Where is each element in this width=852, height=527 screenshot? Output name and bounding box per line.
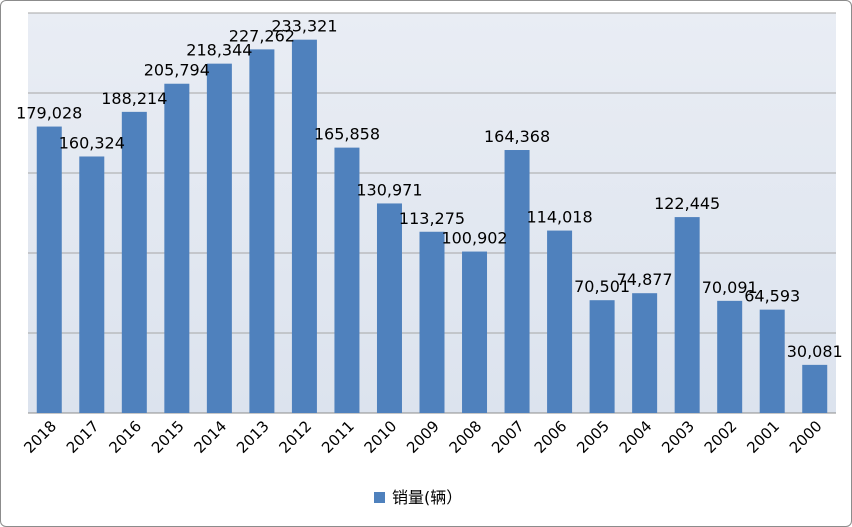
x-tick-label-2007: 2007 — [488, 417, 528, 457]
data-label-2017: 160,324 — [59, 133, 125, 152]
legend-swatch — [374, 492, 385, 503]
data-label-2005: 70,501 — [574, 277, 630, 296]
bar-2007 — [504, 150, 530, 413]
x-tick-label-2013: 2013 — [233, 417, 273, 457]
data-label-2010: 130,971 — [356, 180, 422, 199]
bar-2003 — [674, 217, 700, 413]
x-tick-label-2011: 2011 — [318, 417, 358, 457]
bar-2015 — [164, 83, 190, 413]
data-label-2007: 164,368 — [484, 127, 550, 146]
x-tick-label-2004: 2004 — [616, 417, 656, 457]
bar-2006 — [547, 230, 573, 413]
bar-2018 — [36, 126, 62, 413]
data-label-2002: 70,091 — [702, 278, 758, 297]
x-tick-label-2000: 2000 — [786, 417, 826, 457]
x-tick-label-2005: 2005 — [573, 417, 613, 457]
x-tick-label-2012: 2012 — [276, 417, 316, 457]
x-tick-label-2018: 2018 — [20, 417, 60, 457]
x-tick-label-2015: 2015 — [148, 417, 188, 457]
data-label-2018: 179,028 — [16, 104, 82, 123]
data-label-2000: 30,081 — [787, 342, 843, 361]
bar-2016 — [121, 111, 147, 413]
data-label-2016: 188,214 — [101, 89, 167, 108]
x-tick-labels-group: 2018 2017 2016 2015 2014 2013 2012 2011 2010 2009… — [20, 417, 825, 457]
x-tick-label-2016: 2016 — [105, 417, 145, 457]
x-tick-label-2010: 2010 — [361, 417, 401, 457]
data-label-2006: 114,018 — [526, 208, 592, 227]
legend-label: 销量(辆） — [392, 488, 462, 507]
data-label-2011: 165,858 — [314, 125, 380, 144]
data-label-2008: 100,902 — [441, 229, 507, 248]
bar-2000 — [802, 364, 828, 413]
bar-2005 — [589, 300, 615, 413]
bar-2008 — [462, 251, 488, 413]
data-labels-group: 179,028 160,324 188,214 205,794218,344227,2… — [16, 17, 843, 361]
bar-2009 — [419, 231, 445, 413]
data-label-2012: 233,321 — [271, 17, 337, 36]
data-label-2004: 74,877 — [617, 270, 673, 289]
data-label-2014: 218,344 — [186, 41, 252, 60]
data-label-2009: 113,275 — [399, 209, 465, 228]
data-label-2001: 64,593 — [744, 287, 800, 306]
data-label-2013: 227,262 — [229, 26, 295, 45]
bar-2011 — [334, 147, 360, 413]
bar-2004 — [632, 293, 658, 413]
bar-2002 — [717, 300, 743, 413]
x-tick-label-2008: 2008 — [446, 417, 486, 457]
bar-2017 — [79, 156, 105, 413]
bar-2012 — [291, 39, 317, 413]
data-label-2015: 205,794 — [144, 61, 210, 80]
x-tick-label-2009: 2009 — [403, 417, 443, 457]
x-tick-label-2002: 2002 — [701, 417, 741, 457]
data-label-2003: 122,445 — [654, 194, 720, 213]
x-tick-label-2001: 2001 — [743, 417, 783, 457]
bars-group — [36, 39, 828, 414]
bar-2001 — [759, 309, 785, 413]
x-tick-label-2003: 2003 — [658, 417, 698, 457]
x-tick-label-2017: 2017 — [63, 417, 103, 457]
bar-2010 — [376, 203, 402, 413]
bar-2014 — [206, 63, 232, 414]
bar-2013 — [249, 49, 275, 413]
x-tick-label-2006: 2006 — [531, 417, 571, 457]
x-tick-label-2014: 2014 — [190, 417, 230, 457]
legend: 销量(辆） — [374, 488, 462, 507]
